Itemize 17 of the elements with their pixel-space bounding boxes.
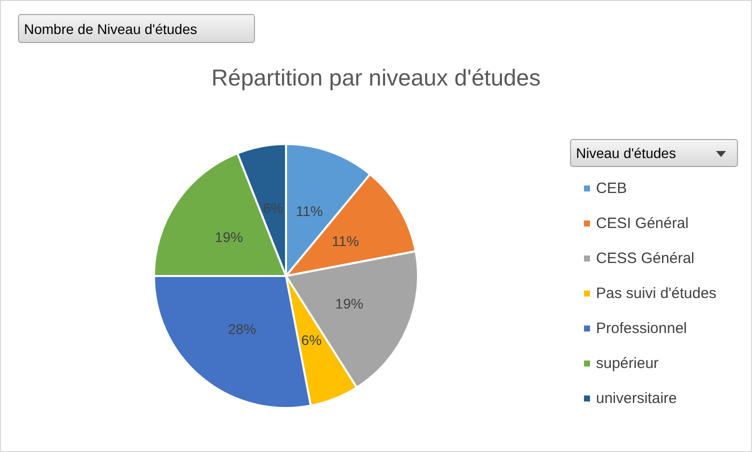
legend-title: Niveau d'études: [576, 145, 676, 161]
legend-label: CESS Général: [596, 250, 694, 267]
data-label: 19%: [335, 295, 364, 312]
legend-label: universitaire: [596, 390, 677, 407]
data-label: 28%: [228, 321, 256, 338]
legend-label: Pas suivi d'études: [596, 285, 716, 302]
legend-label: supérieur: [596, 355, 659, 372]
data-label: 11%: [296, 203, 323, 220]
data-label: 19%: [214, 229, 243, 246]
data-label: 6%: [262, 200, 284, 216]
legend-label: CEB: [596, 180, 627, 197]
data-label: 11%: [332, 232, 359, 249]
legend-label: Professionnel: [596, 320, 687, 337]
text: Nombre de Niveau d'études: [18, 14, 255, 43]
data-label: 6%: [301, 332, 322, 348]
chart-title: Répartition par niveaux d'études: [211, 64, 541, 90]
legend-label: CESI Général: [596, 215, 689, 232]
